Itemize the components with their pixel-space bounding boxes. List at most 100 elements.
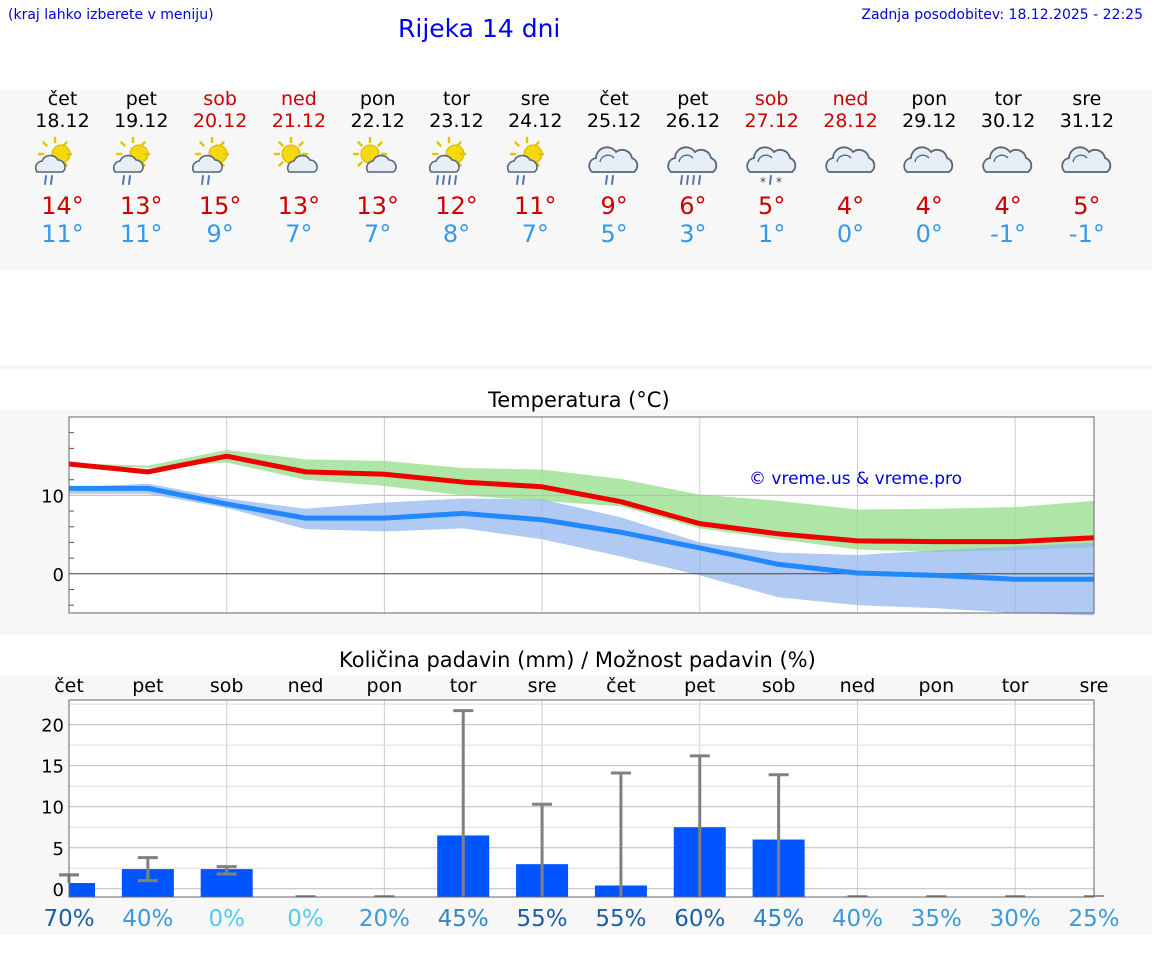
x-category-label: pet [684, 675, 715, 697]
location-hint[interactable]: (kraj lahko izberete v meniju) [8, 7, 214, 23]
precip-probability: 0% [287, 906, 324, 932]
max-temperature: 14° [41, 192, 84, 220]
y-tick-label: 5 [53, 839, 64, 860]
svg-text:*: * [760, 175, 766, 189]
x-category-label: pon [367, 675, 403, 697]
max-temperature: 4° [915, 192, 943, 220]
precip-probability: 70% [43, 906, 94, 932]
max-temperature: 13° [277, 192, 321, 220]
x-category-label: ned [288, 675, 324, 697]
sun-cloud-icon [352, 136, 397, 173]
max-temperature: 11° [514, 192, 557, 220]
cloud-sleet-icon: * * [745, 146, 796, 189]
precip-probability: 30% [990, 906, 1041, 932]
min-temperature: 1° [758, 220, 786, 248]
y-tick-label: 0 [53, 565, 64, 586]
day-date: 24.12 [508, 110, 563, 132]
min-temperature: 5° [600, 220, 628, 248]
day-column: čet 18.12 14° 11° [23, 88, 102, 248]
max-temperature: 5° [758, 192, 786, 220]
day-name: ned [832, 88, 869, 110]
day-name: tor [443, 88, 470, 110]
min-temperature: 0° [836, 220, 865, 248]
x-category-label: sob [762, 675, 796, 697]
min-temperature: 8° [442, 220, 471, 248]
day-date: 19.12 [114, 110, 169, 132]
x-category-label: sre [1080, 675, 1109, 697]
temperature-chart-title: Temperatura (°C) [488, 388, 670, 412]
max-temp-line [68, 453, 1095, 545]
plot-frame [68, 416, 1095, 614]
day-date: 18.12 [35, 110, 90, 132]
sun-cloud-heavy-rain-icon [428, 136, 466, 185]
min-temperature: 11° [120, 220, 163, 248]
last-updated: Zadnja posodobitev: 18.12.2025 - 22:25 [861, 7, 1143, 23]
plot-frame [68, 699, 1095, 898]
max-temperature: 13° [356, 192, 399, 220]
min-temperature: 11° [41, 220, 84, 248]
day-date: 30.12 [980, 110, 1036, 132]
day-name: tor [994, 88, 1022, 110]
min-temperature: 7° [364, 220, 392, 248]
day-column: tor 30.12 4° -1° [969, 88, 1048, 248]
x-category-label: čet [54, 675, 84, 697]
day-column: pon 29.12 4° 0° [890, 88, 969, 248]
day-column: pet 19.12 13° 11° [102, 88, 181, 248]
day-column: pet 26.12 6° 3° [653, 88, 732, 248]
precipitation-chart: čet pet sob ned pon tor sre čet pet sob ned pon tor s… [41, 675, 1119, 932]
day-date: 23.12 [429, 110, 484, 132]
day-date: 27.12 [744, 110, 799, 132]
precip-probability: 40% [832, 906, 883, 932]
sun-cloud-rain-icon [192, 136, 230, 185]
precip-probability: 45% [753, 906, 804, 932]
max-temperature: 15° [198, 192, 242, 220]
precip-probability: 60% [674, 906, 725, 932]
day-name: čet [599, 88, 629, 110]
day-name: pon [359, 88, 396, 110]
y-tick-label: 10 [41, 798, 64, 819]
day-column: tor 23.12 12° 8° [417, 88, 496, 248]
cloud-heavy-rain-icon [667, 146, 718, 185]
day-column: sre 24.12 11° 7° [496, 88, 575, 248]
day-name: pet [677, 88, 709, 110]
y-tick-label: 15 [41, 757, 64, 778]
x-category-label: ned [840, 675, 876, 697]
min-temperature: 7° [285, 220, 313, 248]
day-column: sob 27.12 * * 5° 1° [732, 88, 811, 248]
temperature-chart: 10 0 © vreme.us & vreme.pro [41, 416, 1095, 616]
y-tick-label: 0 [53, 880, 64, 901]
precip-probability: 25% [1068, 906, 1119, 932]
x-category-label: čet [606, 675, 636, 697]
precip-probability: 40% [122, 906, 173, 932]
precip-bar [69, 883, 95, 897]
precip-probability: 45% [438, 906, 489, 932]
cloud-icon [824, 146, 875, 173]
divider [0, 365, 1152, 370]
x-category-label: pon [918, 675, 954, 697]
cloud-rain-icon [588, 146, 639, 185]
day-date: 22.12 [350, 110, 405, 132]
precip-probability: 20% [359, 906, 410, 932]
min-temperature: -1° [1068, 220, 1105, 248]
day-column: ned 21.12 13° 7° [259, 88, 338, 248]
max-temperature: 4° [836, 192, 865, 220]
sun-cloud-rain-icon [34, 136, 72, 185]
precip-probability: 55% [517, 906, 568, 932]
day-date: 28.12 [823, 110, 878, 132]
watermark: © vreme.us & vreme.pro [749, 469, 962, 489]
max-temperature: 6° [679, 192, 707, 220]
page-title: Rijeka 14 dni [398, 14, 561, 43]
max-temperature: 5° [1073, 192, 1101, 220]
max-temperature: 13° [120, 192, 163, 220]
day-column: sob 20.12 15° 9° [181, 88, 260, 248]
day-column: sre 31.12 5° -1° [1047, 88, 1126, 248]
day-name: ned [280, 88, 317, 110]
precip-probability: 0% [208, 906, 245, 932]
day-column: pon 22.12 13° 7° [338, 88, 417, 248]
plot-area [69, 700, 1094, 897]
sun-cloud-rain-icon [507, 136, 545, 185]
x-category-label: sob [210, 675, 244, 697]
max-temperature: 9° [600, 192, 628, 220]
precipitation-chart-title: Količina padavin (mm) / Možnost padavin … [339, 648, 816, 672]
day-name: pet [125, 88, 157, 110]
